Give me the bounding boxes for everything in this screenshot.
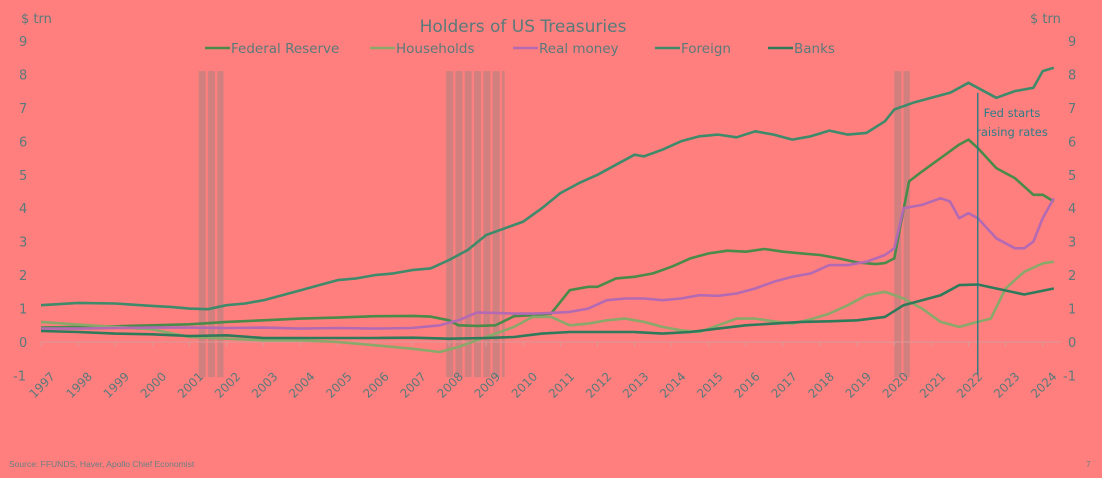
legend-label: Foreign — [681, 41, 731, 57]
y-axis-right-unit: $ trn — [1030, 12, 1061, 27]
x-tick-label: 2012 — [583, 369, 614, 400]
legend-item: Real money — [513, 41, 619, 57]
y-tick-label-right: 8 — [1068, 68, 1076, 83]
source-note: Source: FFUNDS, Haver, Apollo Chief Econ… — [9, 459, 195, 469]
recession-band — [501, 71, 505, 378]
chart-title: Holders of US Treasuries — [420, 17, 627, 37]
x-tick-label: 2014 — [657, 369, 688, 400]
annotation-layer: Fed starts raising rates — [976, 92, 1048, 376]
series-line-banks — [40, 283, 1055, 340]
x-tick-label: 1998 — [64, 369, 95, 400]
recession-band — [455, 71, 463, 378]
y-tick-label-right: 9 — [1068, 35, 1076, 50]
y-tick-label-right: 7 — [1068, 102, 1076, 117]
x-tick-label: 2000 — [138, 369, 169, 400]
y-tick-label-left: 3 — [19, 236, 27, 251]
legend-item: Federal Reserve — [205, 41, 339, 57]
y-tick-label-right: 6 — [1068, 135, 1076, 150]
y-tick-label-left: 9 — [19, 35, 27, 50]
y-tick-label-left: 4 — [19, 202, 27, 217]
x-axis — [40, 341, 1062, 346]
x-tick-label: 1999 — [101, 369, 132, 400]
page-number: 7 — [1086, 459, 1091, 469]
legend: Federal Reserve Households Real money Forei… — [205, 41, 835, 57]
x-tick-label: 2022 — [954, 369, 985, 400]
y-tick-label-right: 5 — [1068, 169, 1076, 184]
y-tick-label-right: -1 — [1063, 369, 1076, 384]
recession-band — [492, 71, 500, 378]
x-tick-label: 2007 — [397, 369, 428, 400]
x-tick-label: 2010 — [509, 369, 540, 400]
x-tick-label: 2024 — [1028, 369, 1059, 400]
x-tick-label: 2002 — [212, 369, 243, 400]
x-tick-label: 2023 — [991, 369, 1022, 400]
x-tick-label: 2015 — [694, 369, 725, 400]
annotation-text: Fed starts — [984, 106, 1041, 120]
y-tick-label-left: 8 — [19, 68, 27, 83]
x-tick-label: 2013 — [620, 369, 651, 400]
y-tick-label-right: 0 — [1068, 336, 1076, 351]
legend-item: Households — [370, 41, 474, 57]
x-tick-label: 2021 — [917, 369, 948, 400]
x-tick-label: 2005 — [323, 369, 354, 400]
legend-item: Foreign — [655, 41, 731, 57]
recession-band — [217, 71, 224, 378]
y-tick-label-left: 7 — [19, 102, 27, 117]
y-axis-left: -1 0 1 2 3 4 5 6 7 8 9 — [13, 35, 27, 385]
recession-band — [903, 71, 910, 378]
legend-item: Banks — [768, 41, 835, 57]
y-tick-label-left: 5 — [19, 169, 27, 184]
y-axis-right: -1 0 1 2 3 4 5 6 7 8 9 — [1063, 35, 1076, 385]
recession-band — [198, 71, 206, 378]
x-tick-label: 1997 — [26, 369, 57, 400]
y-tick-label-left: 2 — [19, 269, 27, 284]
y-tick-label-left: 1 — [19, 303, 27, 318]
y-tick-label-left: -1 — [13, 369, 26, 384]
x-tick-label: 2019 — [843, 369, 874, 400]
series-lines — [40, 66, 1055, 354]
y-axis-left-unit: $ trn — [21, 12, 52, 27]
series-line-federal-reserve — [40, 138, 1055, 329]
legend-label: Federal Reserve — [231, 41, 339, 57]
y-tick-label-right: 4 — [1068, 202, 1076, 217]
y-tick-label-left: 6 — [19, 135, 27, 150]
x-tick-label: 2006 — [360, 369, 391, 400]
recession-band — [474, 71, 482, 378]
legend-label: Banks — [794, 41, 835, 57]
recession-bands — [198, 71, 910, 378]
series-line-real-money — [41, 196, 1055, 330]
x-tick-label: 2004 — [286, 369, 317, 400]
series-line-households — [40, 260, 1054, 354]
y-tick-label-right: 1 — [1068, 303, 1076, 318]
recession-band — [207, 71, 215, 378]
recession-band — [483, 71, 491, 378]
recession-band — [446, 71, 454, 378]
legend-label: Real money — [539, 41, 619, 57]
x-tick-label: 2018 — [806, 369, 837, 400]
recession-band — [894, 71, 902, 378]
y-tick-label-left: 0 — [19, 336, 27, 351]
x-axis-labels: 1997 1998 1999 2000 2001 2002 2003 2004 2005 2006… — [26, 369, 1059, 400]
annotation-text: raising rates — [976, 125, 1048, 139]
x-tick-label: 2017 — [768, 369, 799, 400]
x-tick-label: 2011 — [546, 369, 577, 400]
series-line-foreign — [40, 66, 1055, 311]
y-tick-label-right: 3 — [1068, 236, 1076, 251]
legend-label: Households — [396, 41, 474, 57]
x-tick-label: 2003 — [249, 369, 280, 400]
x-tick-label: 2016 — [731, 369, 762, 400]
y-tick-label-right: 2 — [1068, 269, 1076, 284]
recession-band — [464, 71, 472, 378]
